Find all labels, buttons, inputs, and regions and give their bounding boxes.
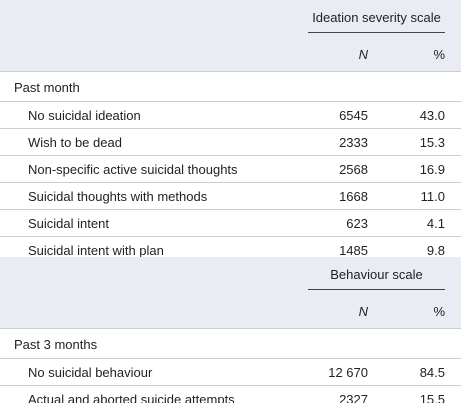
pct-value: 9.8: [426, 243, 445, 258]
rule: [0, 182, 461, 183]
rule: [0, 71, 461, 72]
pct-header: %: [433, 47, 445, 62]
row-label: No suicidal ideation: [28, 108, 141, 123]
n-value: 623: [346, 216, 368, 231]
n-header: N: [358, 304, 368, 319]
rule: [0, 128, 461, 129]
row-label: Wish to be dead: [28, 135, 122, 150]
header-band: [0, 257, 461, 329]
pct-value: 15.3: [419, 135, 445, 150]
pct-value: 84.5: [419, 365, 445, 380]
row-label: No suicidal behaviour: [28, 365, 153, 380]
rule: [0, 358, 461, 359]
scale-underline: [308, 32, 445, 33]
n-value: 2327: [339, 392, 368, 403]
section-title: Past 3 months: [14, 337, 98, 352]
rule: [0, 101, 461, 102]
scale-title: Behaviour scale: [330, 267, 423, 282]
row-label: Suicidal intent with plan: [28, 243, 164, 258]
pct-value: 11.0: [420, 189, 445, 204]
n-value: 1485: [339, 243, 368, 258]
n-value: 12 670: [328, 365, 368, 380]
pct-value: 16.9: [419, 162, 445, 177]
scale-title: Ideation severity scale: [312, 10, 441, 25]
row-label: Non-specific active suicidal thoughts: [28, 162, 238, 177]
n-value: 1668: [339, 189, 368, 204]
rule: [0, 209, 461, 210]
pct-header: %: [433, 304, 445, 319]
pct-value: 43.0: [419, 108, 445, 123]
n-value: 2333: [339, 135, 368, 150]
n-header: N: [358, 47, 368, 62]
rule: [0, 155, 461, 156]
rule: [0, 328, 461, 329]
scale-underline: [308, 289, 445, 290]
section-title: Past month: [14, 80, 80, 95]
rule: [0, 236, 461, 237]
header-band: [0, 0, 461, 72]
row-label: Suicidal thoughts with methods: [28, 189, 208, 204]
row-label: Suicidal intent: [28, 216, 109, 231]
rule: [0, 385, 461, 386]
n-value: 2568: [339, 162, 368, 177]
n-value: 6545: [339, 108, 368, 123]
pct-value: 4.1: [426, 216, 445, 231]
pct-value: 15.5: [419, 392, 445, 403]
row-label: Actual and aborted suicide attempts: [28, 392, 235, 403]
